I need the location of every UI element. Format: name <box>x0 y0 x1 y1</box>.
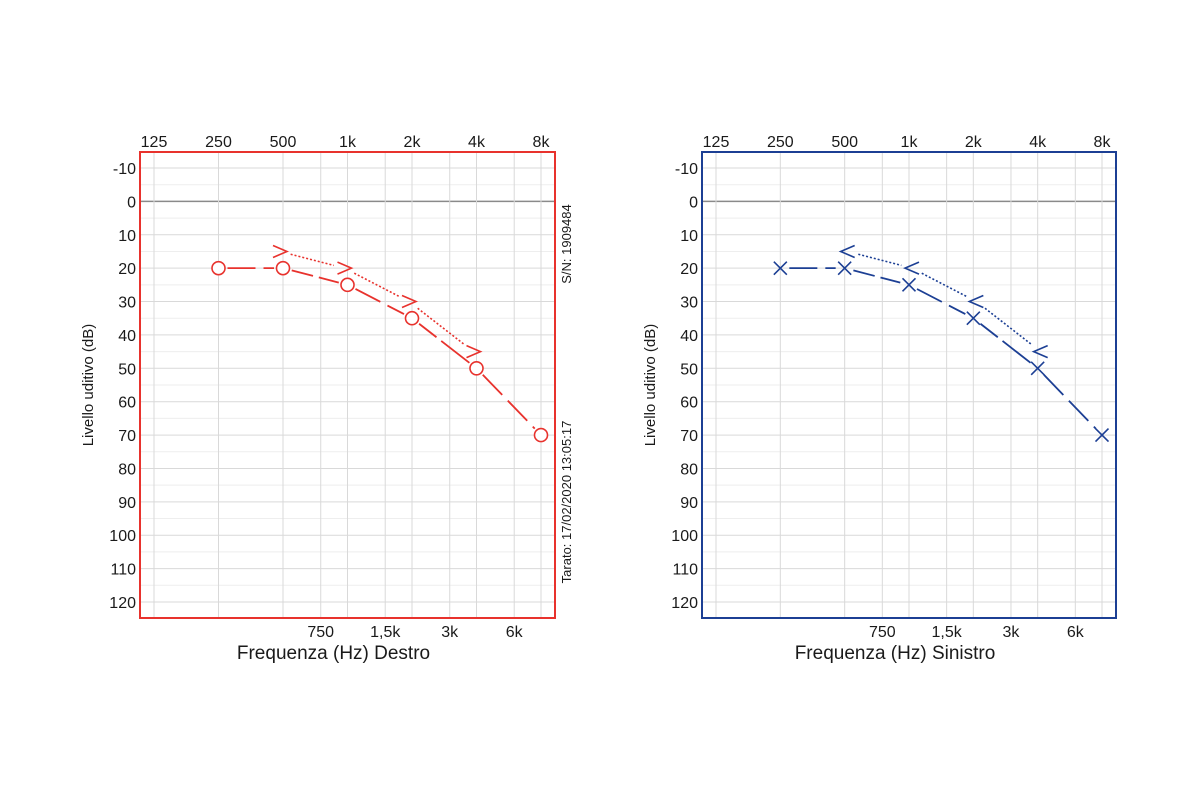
x-axis-label: Frequenza (Hz) Sinistro <box>795 643 996 664</box>
x-top-tick-label: 125 <box>703 134 730 151</box>
marker-circle <box>340 277 355 293</box>
x-bottom-tick-label: 750 <box>869 624 896 641</box>
y-tick-label: 0 <box>689 194 698 211</box>
y-tick-label: 110 <box>110 562 136 579</box>
marker-cross <box>1030 361 1045 376</box>
x-top-tick-label: 1k <box>339 134 357 151</box>
y-tick-label: 0 <box>127 194 136 211</box>
x-axis-label: Frequenza (Hz) Destro <box>237 643 430 664</box>
marker-cross <box>773 261 788 276</box>
series-circle-segment <box>418 323 470 364</box>
y-tick-label: 90 <box>118 495 136 512</box>
x-top-tick-label: 8k <box>533 134 551 151</box>
y-tick-label: 10 <box>118 228 136 245</box>
y-tick-label: -10 <box>675 161 698 178</box>
marker-cross <box>901 277 917 292</box>
series-less-than-segment <box>921 272 967 298</box>
y-tick-label: 90 <box>680 495 698 512</box>
marker-less-than <box>967 294 984 309</box>
series-cross-segment <box>853 269 901 284</box>
marker-greater-than <box>337 261 354 275</box>
marker-less-than <box>1031 344 1048 359</box>
x-bottom-tick-label: 6k <box>506 624 524 641</box>
series-cross-segment <box>1043 374 1097 430</box>
x-top-tick-label: 125 <box>141 134 168 151</box>
x-top-tick-label: 4k <box>1029 134 1047 151</box>
x-top-tick-label: 500 <box>831 134 858 151</box>
x-bottom-tick-label: 1,5k <box>932 624 963 641</box>
series-greater-than-segment <box>290 253 335 267</box>
x-top-tick-label: 4k <box>468 134 486 151</box>
series-circle-segment <box>482 374 536 430</box>
y-tick-label: 100 <box>671 528 698 545</box>
y-tick-label: 60 <box>680 395 698 412</box>
y-tick-label: 120 <box>671 595 698 612</box>
y-tick-label: 80 <box>680 461 698 478</box>
y-axis-label: Livello uditivo (dB) <box>642 324 659 447</box>
x-top-tick-label: 2k <box>404 134 422 151</box>
series-circle-segment <box>355 288 405 315</box>
y-tick-label: 40 <box>680 328 698 345</box>
calibration-date-label: Tarato: 17/02/2020 13:05:17 <box>559 421 574 584</box>
marker-less-than <box>838 244 855 259</box>
audiogram-left: 125 250 500 1k 2k 4k 8k 750 1,5k 3k 6k -10 0 10 20 30 40… <box>642 134 1117 664</box>
y-tick-label: 20 <box>118 261 136 278</box>
y-tick-label: 80 <box>118 461 136 478</box>
series-greater-than-segment <box>417 307 466 346</box>
x-bottom-tick-label: 1,5k <box>370 624 401 641</box>
marker-cross <box>837 261 852 276</box>
marker-cross <box>966 311 981 326</box>
marker-greater-than <box>272 244 290 259</box>
series-circle-segment <box>291 269 340 284</box>
y-tick-label: 120 <box>109 595 136 612</box>
marker-greater-than <box>466 344 483 359</box>
marker-circle <box>275 260 291 276</box>
marker-greater-than <box>401 294 419 309</box>
audiogram-right: 125 250 500 1k 2k 4k 8k 750 1,5k 3k 6k -10 0 10 20 30 40… <box>80 134 574 664</box>
y-tick-label: 110 <box>672 562 698 579</box>
x-top-tick-label: 250 <box>767 134 794 151</box>
y-axis-label: Livello uditivo (dB) <box>80 324 97 447</box>
y-tick-label: 30 <box>680 295 698 312</box>
y-tick-label: 70 <box>118 428 136 445</box>
marker-cross <box>1094 428 1110 443</box>
marker-less-than <box>902 261 920 275</box>
marker-circle <box>211 260 226 276</box>
series-cross-segment <box>979 323 1032 364</box>
y-tick-label: 10 <box>680 228 698 245</box>
x-top-tick-label: 1k <box>901 134 919 151</box>
marker-circle <box>533 427 549 443</box>
x-bottom-tick-label: 3k <box>1003 624 1021 641</box>
x-bottom-tick-label: 3k <box>441 624 459 641</box>
y-tick-label: 50 <box>118 361 136 378</box>
marker-circle <box>404 310 420 326</box>
plot-frame <box>701 151 1117 619</box>
series-cross-segment <box>916 288 966 315</box>
plot-frame <box>139 151 556 619</box>
y-tick-label: 20 <box>680 261 698 278</box>
series-less-than-segment <box>858 253 902 267</box>
x-bottom-tick-label: 750 <box>307 624 334 641</box>
x-top-tick-label: 500 <box>270 134 297 151</box>
y-tick-label: 100 <box>109 528 136 545</box>
y-tick-label: 60 <box>118 395 136 412</box>
series-greater-than-segment <box>353 272 400 298</box>
y-tick-label: -10 <box>113 161 136 178</box>
serial-number-label: S/N: 1909484 <box>559 204 574 284</box>
x-bottom-tick-label: 6k <box>1067 624 1085 641</box>
x-top-tick-label: 2k <box>965 134 983 151</box>
y-tick-label: 40 <box>118 328 136 345</box>
y-tick-label: 50 <box>680 361 698 378</box>
x-top-tick-label: 8k <box>1094 134 1112 151</box>
marker-circle <box>469 361 484 376</box>
y-tick-label: 30 <box>118 295 136 312</box>
y-tick-label: 70 <box>680 428 698 445</box>
series-less-than-segment <box>984 307 1033 346</box>
x-top-tick-label: 250 <box>205 134 232 151</box>
